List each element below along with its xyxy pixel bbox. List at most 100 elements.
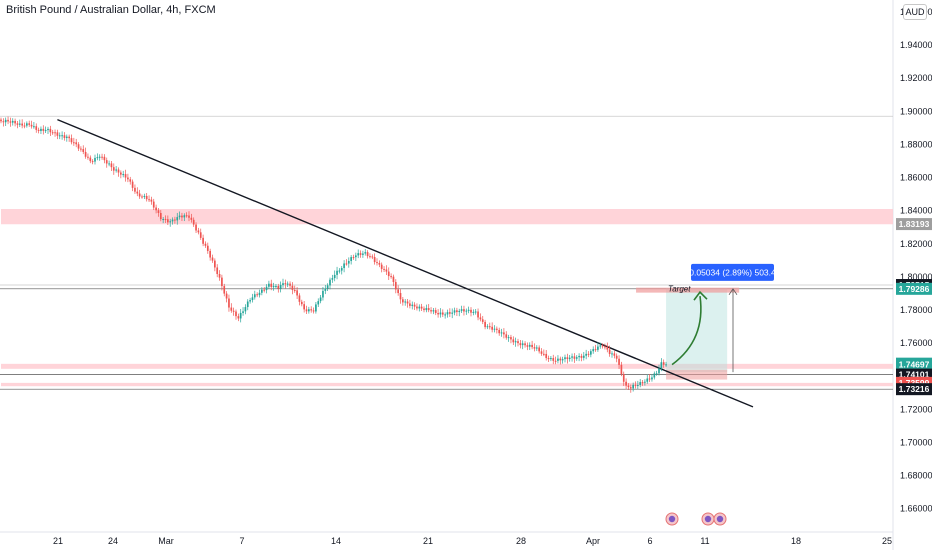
price-label-text: 1.79286: [899, 284, 930, 294]
candle-body: [239, 312, 242, 319]
candle-body: [129, 179, 132, 182]
candle-body: [632, 384, 634, 389]
candle-body: [611, 353, 613, 355]
candle-body: [528, 344, 531, 347]
measure-profit-box[interactable]: [666, 288, 728, 373]
candle-body: [23, 125, 26, 127]
candle-body: [376, 262, 378, 264]
candle-body: [56, 132, 59, 136]
candle-body: [192, 219, 195, 225]
candle-body: [629, 387, 632, 389]
candle-body: [300, 301, 303, 305]
candle-body: [634, 384, 637, 386]
x-tick-label: 21: [423, 536, 433, 546]
resistance-zone-0[interactable]: [1, 209, 893, 225]
candle-body: [470, 309, 472, 313]
candle-body: [68, 136, 70, 139]
candle-body: [167, 219, 169, 223]
candle-body: [373, 257, 376, 263]
candle-body: [131, 181, 134, 188]
candle-body: [296, 290, 298, 296]
candle-body: [486, 326, 489, 328]
candle-body: [42, 128, 45, 131]
price-label-0[interactable]: [896, 218, 932, 231]
candle-body: [547, 358, 550, 360]
price-label-text: 1.74697: [899, 360, 930, 370]
candle-body: [366, 252, 369, 257]
candle-body: [216, 267, 219, 275]
candle-body: [474, 311, 477, 313]
candle-body: [359, 253, 362, 255]
candle-body: [209, 250, 211, 258]
candle-body: [406, 301, 409, 304]
resistance-zone-2[interactable]: [1, 382, 893, 387]
target-arrow[interactable]: [671, 296, 702, 366]
target-zone[interactable]: [636, 287, 740, 293]
candle-body: [411, 304, 414, 306]
candle-body: [491, 326, 493, 330]
candle-body: [434, 310, 437, 314]
candle-body: [345, 263, 348, 265]
candle-body: [557, 358, 559, 361]
candle-body: [73, 142, 75, 144]
candle-body: [460, 309, 463, 311]
candle-body: [613, 353, 616, 356]
candle-body: [533, 347, 536, 349]
price-label-2[interactable]: [896, 282, 932, 295]
candle-body: [63, 135, 66, 139]
candle-body: [578, 355, 580, 358]
resistance-zone-1[interactable]: [1, 363, 893, 369]
candle-body: [582, 355, 585, 358]
candle-body: [122, 174, 125, 176]
candle-body: [561, 359, 564, 361]
candle-body: [65, 136, 68, 139]
candle-body: [204, 243, 207, 246]
candle-body: [566, 357, 569, 360]
price-label-6[interactable]: [896, 383, 932, 396]
candle-body: [77, 144, 80, 149]
candle-body: [150, 199, 153, 202]
candle-body: [44, 130, 47, 132]
candle-body: [336, 270, 338, 275]
measure-label-box[interactable]: [691, 263, 774, 281]
candle-body: [148, 199, 150, 201]
candle-body: [18, 123, 21, 125]
candle-body: [275, 285, 277, 287]
candle-body: [432, 310, 435, 312]
measure-loss-box[interactable]: [666, 369, 728, 380]
candle-body: [310, 309, 313, 311]
currency-badge[interactable]: AUD: [903, 4, 927, 20]
candle-body: [444, 314, 446, 316]
candle-body: [498, 329, 501, 334]
candle-body: [524, 343, 526, 346]
candle-body: [573, 356, 576, 359]
candle-body: [169, 221, 172, 223]
candle-body: [451, 312, 454, 314]
x-tick-label: 21: [53, 536, 63, 546]
trendline[interactable]: [57, 118, 754, 408]
candle-body: [660, 362, 663, 369]
candle-body: [249, 300, 251, 302]
candle-body: [284, 283, 287, 285]
candle-body: [347, 260, 350, 264]
candle-body: [364, 252, 367, 254]
candle-body: [197, 230, 200, 233]
x-tick-label: Apr: [586, 536, 600, 546]
candle-body: [232, 310, 235, 312]
candle-body: [665, 364, 667, 366]
candle-body: [481, 319, 484, 322]
x-tick-label: 7: [239, 536, 244, 546]
candle-body: [270, 283, 273, 287]
x-tick-label: 14: [331, 536, 341, 546]
candle-body: [585, 353, 587, 356]
candle-body: [162, 219, 164, 221]
candle-body: [352, 257, 355, 259]
candle-body: [282, 283, 284, 286]
candle-body: [507, 337, 510, 339]
candle-body: [303, 304, 305, 310]
candle-body: [519, 343, 522, 346]
candle-body: [157, 210, 160, 213]
y-tick-label: 1.78000: [900, 305, 932, 315]
candle-body: [439, 312, 442, 315]
